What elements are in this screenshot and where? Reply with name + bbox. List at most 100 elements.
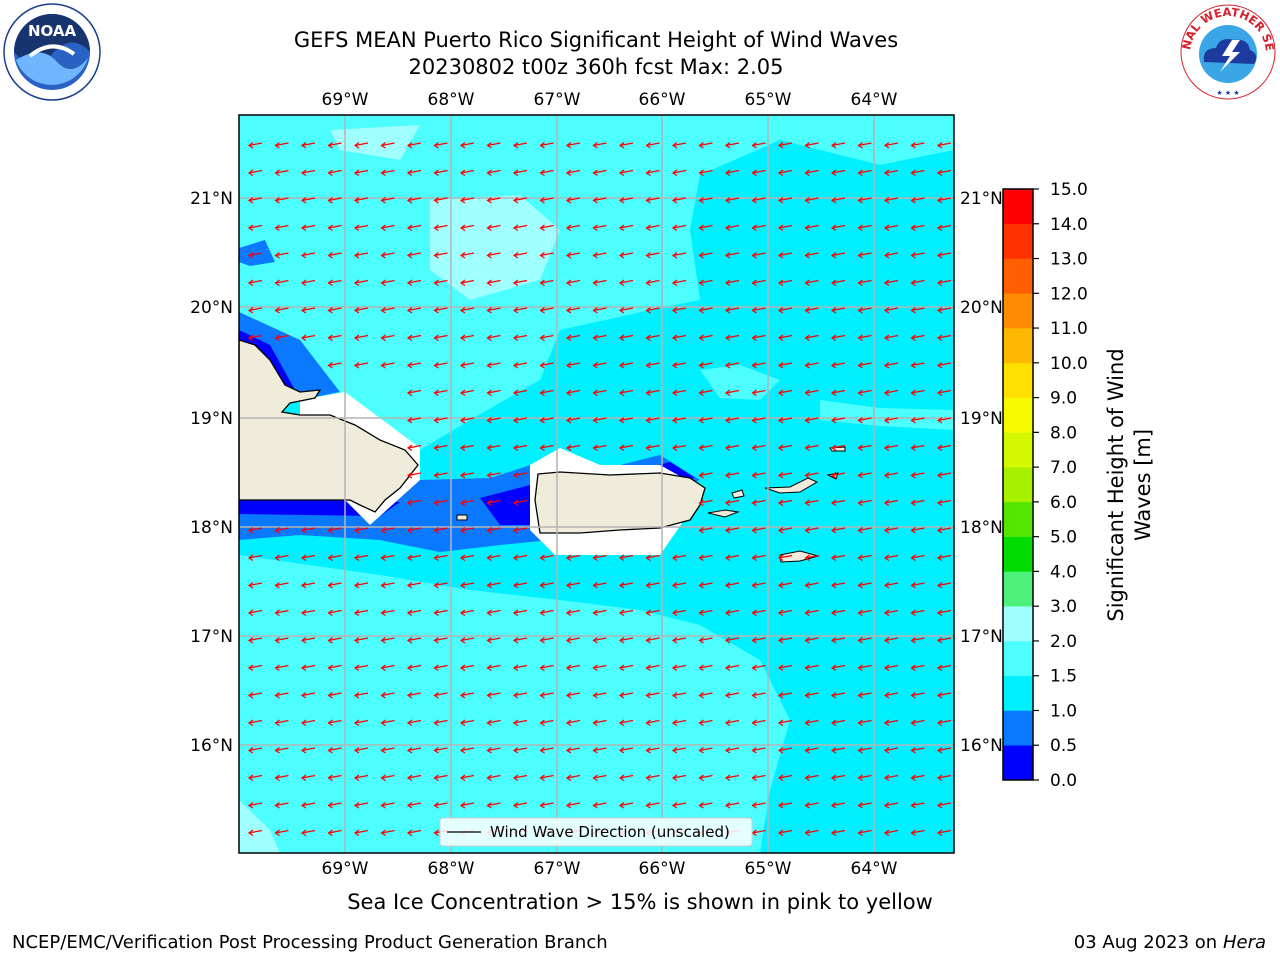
wave-direction-arrow [353,637,369,644]
wave-direction-arrow [274,664,289,672]
wave-direction-arrow [406,527,422,534]
wave-direction-arrow [486,334,501,342]
wave-direction-arrow [247,774,263,782]
colorbar-segment [1003,571,1033,607]
wave-direction-arrow [512,197,528,204]
wave-direction-arrow [777,472,793,479]
wave-direction-arrow [910,169,925,177]
wave-direction-arrow [751,472,766,479]
colorbar-tick-label: 5.0 [1050,528,1077,548]
wave-direction-arrow [353,527,369,534]
wave-direction-arrow [433,527,448,534]
wave-direction-arrow [486,142,501,149]
wave-direction-arrow [274,334,289,342]
wave-direction-arrow [565,334,581,342]
wave-direction-arrow [380,554,395,562]
wave-direction-arrow [618,719,634,727]
wave-direction-arrow [698,389,713,397]
wave-direction-arrow [565,774,581,782]
wave-direction-arrow [698,472,713,479]
wave-direction-arrow [406,692,422,699]
wave-direction-arrow [406,499,422,507]
wave-direction-arrow [830,582,846,589]
wave-direction-arrow [327,197,342,204]
wave-direction-arrow [592,664,607,672]
wave-direction-arrow [406,279,422,287]
wave-direction-arrow [380,224,395,232]
wave-direction-arrow [459,444,475,452]
wave-direction-arrow [300,692,316,699]
wave-direction-arrow [353,774,369,782]
wave-direction-arrow [724,637,740,644]
wave-direction-arrow [804,719,819,727]
colorbar-segment [1003,293,1033,329]
wave-direction-arrow [857,582,872,589]
wave-direction-arrow [751,417,766,424]
wave-direction-arrow [777,802,793,809]
wave-direction-arrow [539,637,554,644]
wave-direction-arrow [274,224,289,232]
wave-direction-arrow [618,417,634,424]
wave-direction-arrow [724,719,740,727]
lat-tick-label: 21°N [190,189,233,209]
wave-direction-arrow [459,582,475,589]
wave-direction-arrow [936,252,952,259]
wave-direction-arrow [380,774,395,782]
wave-direction-arrow [751,582,766,589]
wave-direction-arrow [539,664,554,672]
wave-direction-arrow [486,637,501,644]
wave-direction-arrow [751,389,766,397]
wave-direction-arrow [830,637,846,644]
wave-direction-arrow [857,142,872,149]
wave-direction-arrow [645,554,660,562]
wave-direction-arrow [618,307,634,314]
wave-direction-arrow [353,582,369,589]
wave-direction-arrow [512,417,528,424]
wave-direction-arrow [565,747,581,754]
wave-direction-arrow [883,692,899,699]
wave-direction-arrow [380,829,395,837]
wave-direction-arrow [406,307,422,314]
wave-direction-arrow [459,334,475,342]
chart-subtitle: 20230802 t00z 360h fcst Max: 2.05 [408,55,784,79]
wave-direction-arrow [698,279,713,287]
wave-direction-arrow [883,197,899,204]
wave-direction-arrow [247,692,263,699]
wave-direction-arrow [698,554,713,562]
wave-direction-arrow [804,417,819,424]
wave-direction-arrow [565,664,581,672]
wave-direction-arrow [327,609,342,617]
wave-direction-arrow [724,169,740,177]
wave-direction-arrow [830,142,846,149]
wave-direction-arrow [857,692,872,699]
wave-direction-arrow [327,774,342,782]
wave-direction-arrow [433,499,448,507]
wave-direction-arrow [618,362,634,369]
wave-direction-arrow [459,719,475,727]
wave-direction-arrow [433,417,448,424]
wave-direction-arrow [512,279,528,287]
wave-direction-arrow [406,224,422,232]
wave-direction-arrow [777,224,793,232]
wave-direction-arrow [857,472,872,479]
wave-direction-arrow [406,609,422,617]
wave-direction-arrow [247,169,263,177]
wave-direction-arrow [777,389,793,397]
wave-direction-arrow [751,444,766,452]
wave-direction-arrow [327,637,342,644]
wave-direction-arrow [512,747,528,754]
wave-direction-arrow [645,362,660,369]
wave-direction-arrow [645,719,660,727]
wave-direction-arrow [300,719,316,727]
wave-direction-arrow [565,169,581,177]
wave-direction-arrow [698,334,713,342]
wave-direction-arrow [830,719,846,727]
wave-direction-arrow [777,499,793,507]
wave-direction-arrow [857,279,872,287]
wave-direction-arrow [777,747,793,754]
wave-direction-arrow [592,169,607,177]
wave-direction-arrow [698,499,713,507]
wave-direction-arrow [512,224,528,232]
wave-direction-arrow [751,664,766,672]
wave-direction-arrow [830,252,846,259]
